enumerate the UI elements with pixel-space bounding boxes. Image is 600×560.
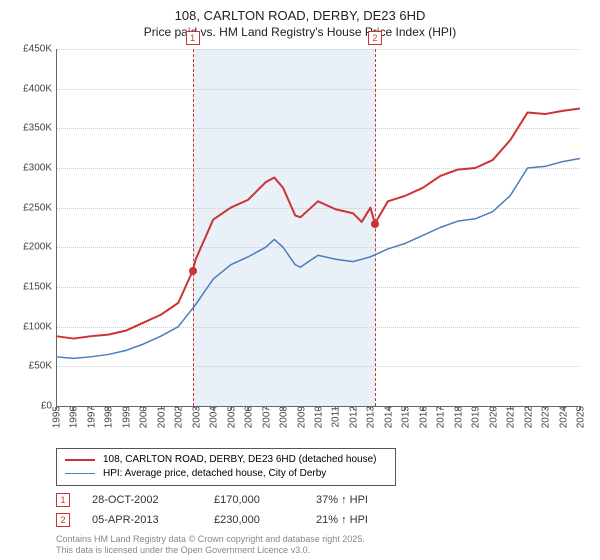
footer-attribution: Contains HM Land Registry data © Crown c… bbox=[56, 534, 588, 557]
y-axis-label: £100K bbox=[23, 321, 56, 332]
legend-swatch bbox=[65, 459, 95, 461]
y-axis-label: £300K bbox=[23, 163, 56, 174]
series-property bbox=[56, 109, 580, 339]
y-axis-label: £350K bbox=[23, 123, 56, 134]
x-axis-line bbox=[56, 406, 580, 407]
legend-label: 108, CARLTON ROAD, DERBY, DE23 6HD (deta… bbox=[103, 454, 376, 465]
chart-area: £0£50K£100K£150K£200K£250K£300K£350K£400… bbox=[12, 45, 588, 442]
series-lines bbox=[56, 49, 580, 406]
legend-row: 108, CARLTON ROAD, DERBY, DE23 6HD (deta… bbox=[65, 453, 387, 467]
transaction-row: 2 05-APR-2013 £230,000 21% ↑ HPI bbox=[56, 510, 588, 530]
transaction-date: 05-APR-2013 bbox=[92, 514, 192, 526]
y-axis-label: £400K bbox=[23, 83, 56, 94]
legend-label: HPI: Average price, detached house, City… bbox=[103, 468, 326, 479]
chart-container: 108, CARLTON ROAD, DERBY, DE23 6HD Price… bbox=[0, 0, 600, 560]
transaction-price: £230,000 bbox=[214, 514, 294, 526]
transaction-price: £170,000 bbox=[214, 494, 294, 506]
y-axis-label: £200K bbox=[23, 242, 56, 253]
legend-box: 108, CARLTON ROAD, DERBY, DE23 6HD (deta… bbox=[56, 448, 396, 486]
transaction-delta: 21% ↑ HPI bbox=[316, 514, 416, 526]
footer-line-2: This data is licensed under the Open Gov… bbox=[56, 545, 588, 556]
transaction-index-box: 1 bbox=[56, 493, 70, 507]
y-axis-label: £50K bbox=[29, 361, 56, 372]
transaction-date: 28-OCT-2002 bbox=[92, 494, 192, 506]
legend-swatch bbox=[65, 473, 95, 474]
series-hpi bbox=[56, 158, 580, 358]
chart-subtitle: Price paid vs. HM Land Registry's House … bbox=[12, 25, 588, 39]
legend-row: HPI: Average price, detached house, City… bbox=[65, 467, 387, 481]
x-tick bbox=[580, 406, 581, 410]
transaction-delta: 37% ↑ HPI bbox=[316, 494, 416, 506]
chart-title: 108, CARLTON ROAD, DERBY, DE23 6HD bbox=[12, 8, 588, 23]
transaction-table: 1 28-OCT-2002 £170,000 37% ↑ HPI 2 05-APR-201… bbox=[56, 490, 588, 530]
y-axis-label: £450K bbox=[23, 44, 56, 55]
footer-line-1: Contains HM Land Registry data © Crown c… bbox=[56, 534, 588, 545]
transaction-index-box: 2 bbox=[56, 513, 70, 527]
y-axis-label: £250K bbox=[23, 202, 56, 213]
title-block: 108, CARLTON ROAD, DERBY, DE23 6HD Price… bbox=[12, 8, 588, 39]
transaction-marker: 2 bbox=[368, 31, 382, 45]
transaction-marker: 1 bbox=[186, 31, 200, 45]
plot-area: £0£50K£100K£150K£200K£250K£300K£350K£400… bbox=[56, 49, 580, 406]
transaction-row: 1 28-OCT-2002 £170,000 37% ↑ HPI bbox=[56, 490, 588, 510]
y-axis-label: £150K bbox=[23, 282, 56, 293]
